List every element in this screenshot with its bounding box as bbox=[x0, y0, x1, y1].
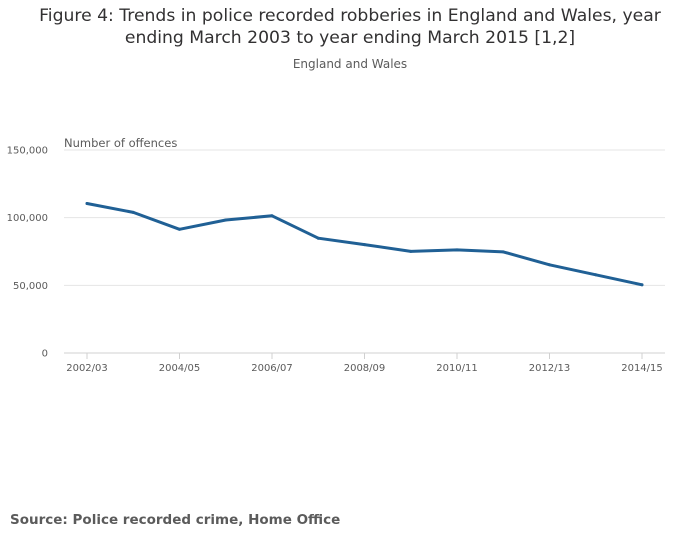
x-tick-label: 2002/03 bbox=[66, 363, 108, 374]
chart-title: Figure 4: Trends in police recorded robb… bbox=[39, 6, 661, 48]
chart-subtitle: England and Wales bbox=[292, 57, 408, 71]
x-tick-label: 2008/09 bbox=[344, 363, 386, 374]
x-tick-label: 2004/05 bbox=[159, 363, 201, 374]
data-point[interactable] bbox=[85, 201, 89, 205]
data-point[interactable] bbox=[131, 210, 135, 214]
data-point[interactable] bbox=[594, 273, 598, 277]
y-tick-label: 100,000 bbox=[7, 213, 48, 224]
y-tick-label: 150,000 bbox=[7, 146, 48, 157]
source-note: Source: Police recorded crime, Home Offi… bbox=[10, 512, 341, 528]
data-point[interactable] bbox=[640, 283, 644, 287]
x-tick-label: 2010/11 bbox=[436, 363, 478, 374]
data-point[interactable] bbox=[409, 249, 413, 253]
y-tick-label: 0 bbox=[42, 349, 48, 360]
x-tick-label: 2006/07 bbox=[251, 363, 293, 374]
series-layer bbox=[85, 201, 644, 287]
y-axis-ticks: 0 50,000 100,000 150,000 bbox=[7, 146, 48, 360]
data-point[interactable] bbox=[548, 263, 551, 267]
data-point[interactable] bbox=[316, 236, 320, 240]
x-axis-ticks: 2002/03 2004/05 2006/07 2008/09 2010/11 2012/… bbox=[66, 353, 663, 374]
y-axis-label: Number of offences bbox=[64, 136, 178, 150]
x-tick-label: 2014/15 bbox=[621, 363, 663, 374]
data-point[interactable] bbox=[363, 243, 366, 247]
y-tick-label: 50,000 bbox=[13, 281, 48, 292]
data-point[interactable] bbox=[224, 218, 228, 222]
data-point[interactable] bbox=[455, 248, 459, 252]
data-point[interactable] bbox=[501, 250, 505, 254]
data-point[interactable] bbox=[270, 214, 274, 218]
x-tick-label: 2012/13 bbox=[529, 363, 571, 374]
data-point[interactable] bbox=[178, 227, 181, 231]
gridlines bbox=[64, 149, 665, 286]
